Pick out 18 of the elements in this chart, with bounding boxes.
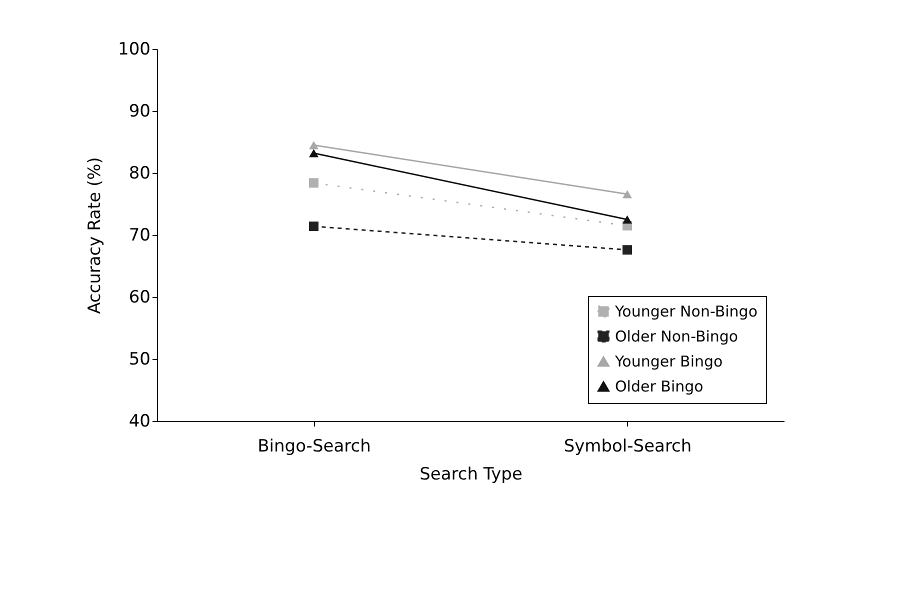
y-tick-label: 40 xyxy=(128,412,150,432)
legend-label: Older Bingo xyxy=(615,378,704,396)
point xyxy=(622,245,632,255)
y-tick-label: 100 xyxy=(118,40,150,60)
x-tick-label: Bingo-Search xyxy=(258,436,371,456)
point xyxy=(309,222,318,232)
legend-label: Younger Bingo xyxy=(614,352,723,370)
point xyxy=(309,178,318,188)
y-axis-title: Accuracy Rate (%) xyxy=(85,157,106,314)
legend-label: Younger Non-Bingo xyxy=(614,302,758,320)
y-tick-label: 90 xyxy=(128,102,150,122)
legend-label: Older Non-Bingo xyxy=(615,328,738,346)
y-tick-label: 60 xyxy=(128,288,150,308)
x-axis-title: Search Type xyxy=(420,464,522,484)
y-tick-label: 80 xyxy=(128,164,150,184)
y-tick-label: 70 xyxy=(128,226,150,246)
x-tick-label: Symbol-Search xyxy=(564,436,692,456)
y-tick-label: 50 xyxy=(128,350,150,370)
